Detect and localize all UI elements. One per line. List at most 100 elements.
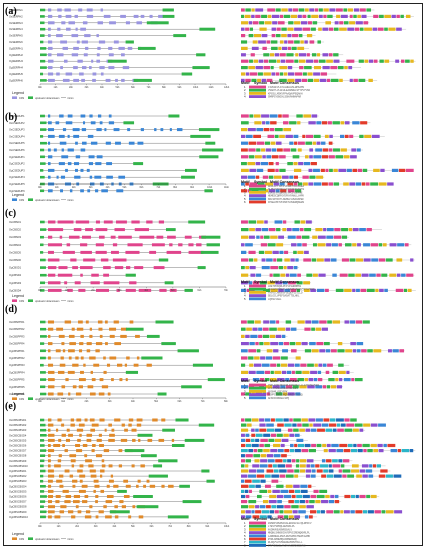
motif-block — [398, 168, 406, 172]
motif-block — [289, 378, 297, 382]
gene-row: OgCBSPPR4 — [9, 370, 139, 374]
motif-symbol — [249, 187, 266, 191]
motif-block — [403, 288, 408, 292]
cds-exon — [126, 356, 130, 360]
motif-block — [336, 423, 341, 427]
motif-block — [293, 168, 302, 172]
motif-block — [319, 78, 327, 82]
motif-block — [285, 320, 292, 324]
motif-block — [326, 510, 334, 514]
cds-exon — [48, 266, 57, 270]
motif-block — [355, 21, 363, 25]
motif-block — [244, 14, 251, 18]
cds-exon — [99, 334, 103, 338]
utr-downstream — [133, 162, 144, 166]
motif-symbol — [249, 291, 266, 294]
motif-block — [305, 155, 309, 159]
motif-block — [241, 484, 249, 488]
motif-block — [262, 334, 270, 338]
motif-block — [284, 40, 288, 44]
motif-block — [298, 34, 303, 38]
gene-name: OsCBSCBSD9 — [9, 459, 27, 463]
motif-block — [291, 46, 297, 50]
cds-exon — [57, 27, 61, 31]
axis-tick-label: 11kb — [209, 86, 215, 89]
cds-exon — [65, 14, 72, 18]
motif-block — [308, 378, 314, 382]
motif-block — [276, 27, 281, 31]
utr-upstream — [40, 378, 47, 381]
motif-block — [241, 46, 248, 50]
motif-block — [310, 464, 315, 468]
motif-block — [328, 464, 332, 468]
motif-block — [264, 484, 271, 488]
motif-block — [248, 141, 257, 145]
motif-row — [241, 66, 361, 70]
motif-block — [296, 494, 303, 499]
legend-cds-swatch — [12, 397, 17, 400]
cds-exon — [127, 128, 131, 132]
cds-exon — [86, 8, 93, 12]
gene-name: OsCBSCBSD2 — [9, 423, 27, 427]
motif-block — [278, 235, 284, 239]
cds-exon — [114, 505, 118, 509]
axis-tick-label: 5kb — [131, 525, 136, 528]
motif-block — [377, 27, 384, 31]
motif-block — [333, 474, 342, 478]
cds-exon — [62, 489, 69, 493]
motif-block — [276, 363, 281, 367]
gene-row: OgCBSD2 — [9, 273, 136, 277]
motif-block — [304, 40, 308, 44]
axis-tick-label: 4kb — [106, 186, 111, 189]
gene-row: OgSERPH5 — [9, 72, 193, 76]
motif-block — [336, 14, 341, 18]
motif-block — [316, 121, 322, 125]
motif-block — [363, 258, 371, 262]
motif-block — [259, 505, 266, 509]
cds-exon — [64, 281, 68, 285]
motif-block — [328, 53, 333, 57]
cds-exon — [153, 266, 165, 270]
motif-consensus: VGASWYGMSHFLLQHHPFHEHAVYGYLPESQ — [268, 288, 315, 291]
motif-consensus: FPAELMKTVFDSKTLMHGRQKEWS — [268, 201, 305, 204]
cds-exon — [48, 449, 55, 453]
motif-consensus: GKSHMLVSEYFPK — [268, 390, 288, 393]
motif-block — [373, 349, 382, 353]
cds-exon — [125, 21, 130, 25]
legend-cds-text: CDS — [19, 300, 24, 303]
motif-block — [280, 489, 289, 493]
motif-block — [325, 168, 329, 172]
motif-block — [255, 175, 260, 179]
cds-exon — [169, 128, 172, 132]
motif-block — [407, 288, 412, 292]
utr-upstream — [40, 479, 44, 483]
cds-exon — [59, 484, 64, 488]
motif-block — [251, 46, 259, 50]
gene-name: OsCBSD5 — [9, 250, 22, 254]
cds-exon — [58, 14, 62, 18]
cds-exon — [95, 189, 99, 193]
motif-block — [278, 266, 284, 270]
cds-exon — [108, 479, 114, 483]
motif-block — [351, 494, 356, 499]
cds-exon — [161, 418, 166, 422]
cds-exon — [95, 220, 100, 224]
motif-block — [365, 469, 373, 473]
motif-block — [308, 515, 313, 519]
motif-block — [249, 27, 253, 31]
axis-tick-label: 2kb — [75, 525, 80, 528]
motif-block — [316, 175, 324, 179]
motif-block — [334, 21, 339, 25]
motif-block — [246, 327, 252, 331]
panel-d: OsCBSPPR1OsCBSPPR2OsCBSPPR3OsCBSPPR4OgCB… — [9, 320, 405, 403]
utr-upstream — [40, 449, 47, 452]
cds-exon — [128, 418, 134, 422]
motif-block — [262, 500, 269, 504]
motif-block — [289, 449, 295, 453]
motif-block — [276, 433, 283, 437]
motif-block — [245, 433, 250, 437]
motif-row — [241, 46, 309, 50]
motif-block — [332, 459, 338, 463]
motif-block — [302, 14, 307, 18]
